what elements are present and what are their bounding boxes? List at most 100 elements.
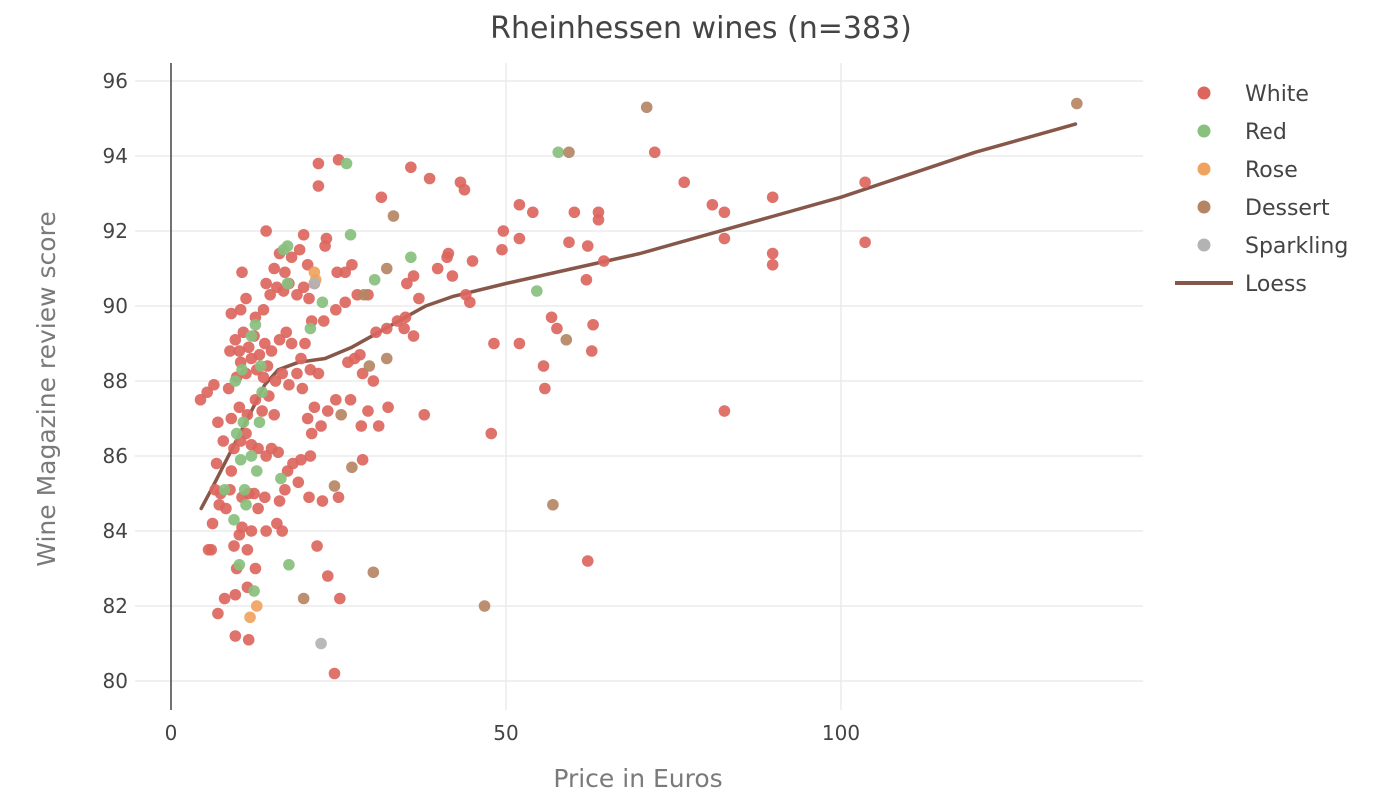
white-point	[212, 416, 224, 429]
white-point	[253, 348, 266, 361]
white-point	[648, 146, 661, 159]
white-point	[766, 247, 779, 260]
white-point	[264, 288, 276, 301]
red-point	[233, 558, 246, 571]
red-point	[248, 585, 260, 597]
white-point	[537, 360, 550, 372]
white-point	[431, 262, 444, 275]
red-point	[283, 558, 295, 571]
white-point	[236, 266, 248, 279]
dessert-point	[335, 408, 347, 421]
legend-marker-white	[1197, 86, 1211, 100]
white-point	[339, 266, 352, 279]
white-point	[321, 405, 334, 417]
y-tick-label: 90	[103, 294, 128, 318]
white-point	[513, 337, 526, 350]
white-point	[240, 292, 252, 305]
white-point	[551, 322, 563, 335]
white-point	[598, 255, 610, 267]
red-point	[531, 285, 543, 297]
chart-title: Rheinhessen wines (n=383)	[490, 11, 912, 46]
white-point	[399, 311, 412, 324]
y-tick-label: 92	[103, 219, 128, 243]
dessert-point	[1071, 97, 1083, 110]
white-point	[205, 543, 217, 556]
white-point	[344, 393, 357, 406]
white-point	[260, 525, 272, 537]
red-point	[245, 450, 258, 462]
dessert-point	[547, 498, 559, 511]
white-point	[291, 288, 303, 301]
white-point	[488, 337, 500, 350]
white-point	[229, 333, 242, 346]
white-point	[311, 540, 323, 552]
legend-label-loess: Loess	[1245, 272, 1307, 297]
white-point	[218, 592, 231, 605]
dessert-point	[380, 262, 393, 275]
x-tick-label: 100	[822, 721, 860, 745]
white-point	[273, 333, 286, 346]
red-point	[228, 513, 240, 526]
white-point	[229, 630, 242, 642]
white-point	[293, 243, 306, 256]
white-point	[464, 296, 476, 309]
y-tick-label: 96	[103, 69, 128, 93]
red-point	[250, 465, 263, 477]
y-tick-label: 82	[103, 594, 128, 618]
white-point	[228, 540, 240, 552]
white-point	[225, 465, 238, 477]
white-point	[330, 393, 342, 406]
white-point	[398, 322, 410, 335]
red-point	[340, 157, 353, 170]
white-point	[228, 442, 240, 455]
white-point	[248, 487, 260, 500]
white-point	[304, 450, 317, 462]
white-point	[718, 405, 731, 417]
red-point	[218, 483, 231, 496]
red-point	[281, 277, 294, 290]
sparkling-point	[308, 277, 321, 290]
white-point	[208, 378, 220, 391]
white-point	[285, 337, 298, 350]
white-point	[585, 345, 598, 357]
white-point	[303, 292, 315, 305]
y-axis-title: Wine Magazine review score	[32, 211, 61, 566]
white-point	[312, 367, 325, 380]
white-point	[225, 307, 238, 320]
legend-label-sparkling: Sparkling	[1245, 234, 1348, 259]
white-point	[220, 502, 232, 515]
white-point	[587, 318, 599, 331]
legend-label-rose: Rose	[1245, 158, 1298, 183]
white-point	[279, 266, 291, 279]
white-point	[233, 345, 246, 357]
white-point	[291, 367, 303, 380]
white-point	[330, 303, 342, 316]
white-point	[312, 180, 325, 192]
legend-label-dessert: Dessert	[1245, 196, 1330, 221]
white-point	[276, 367, 289, 380]
x-tick-label: 50	[493, 721, 518, 745]
white-point	[485, 427, 498, 440]
white-point	[259, 337, 271, 350]
white-point	[276, 525, 289, 537]
dessert-point	[380, 352, 393, 365]
white-point	[265, 345, 278, 357]
white-point	[581, 555, 594, 567]
white-point	[372, 420, 385, 432]
white-point	[592, 206, 605, 219]
white-point	[301, 412, 314, 425]
red-point	[368, 273, 381, 286]
white-point	[706, 198, 719, 211]
loess-layer	[199, 122, 1078, 511]
white-point	[367, 375, 380, 387]
x-axis-title: Price in Euros	[553, 764, 722, 793]
loess-line	[199, 122, 1078, 511]
white-point	[260, 225, 272, 237]
dessert-point	[297, 592, 310, 605]
white-point	[256, 405, 268, 417]
y-tick-label: 84	[103, 519, 128, 543]
red-point	[316, 296, 329, 309]
red-point	[240, 498, 252, 511]
white-point	[496, 243, 508, 256]
